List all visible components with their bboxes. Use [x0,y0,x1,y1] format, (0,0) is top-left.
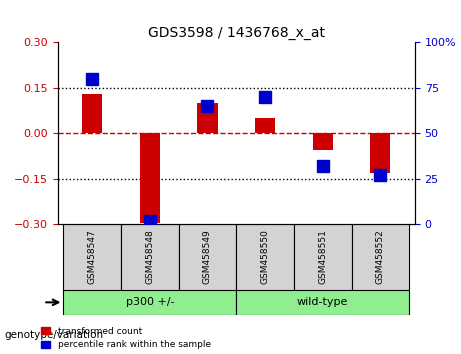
Bar [82,94,102,133]
Text: GSM458552: GSM458552 [376,229,385,284]
Bar [370,133,390,173]
Bar [140,133,160,223]
Text: GSM458550: GSM458550 [260,229,270,284]
Bar [197,103,218,133]
FancyBboxPatch shape [64,224,121,290]
Text: GSM458547: GSM458547 [88,229,97,284]
Text: GSM458551: GSM458551 [318,229,327,284]
FancyBboxPatch shape [64,290,236,315]
FancyBboxPatch shape [236,224,294,290]
FancyBboxPatch shape [236,290,409,315]
Text: GSM458549: GSM458549 [203,229,212,284]
Bar [313,133,333,150]
Text: p300 +/-: p300 +/- [125,297,174,307]
FancyBboxPatch shape [351,224,409,290]
Legend: transformed count, percentile rank within the sample: transformed count, percentile rank withi… [41,327,211,349]
FancyBboxPatch shape [121,224,179,290]
FancyBboxPatch shape [294,224,351,290]
FancyBboxPatch shape [179,224,236,290]
Text: GSM458548: GSM458548 [145,229,154,284]
Text: wild-type: wild-type [297,297,349,307]
Bar [255,118,275,133]
Text: genotype/variation: genotype/variation [5,330,104,339]
Title: GDS3598 / 1436768_x_at: GDS3598 / 1436768_x_at [148,26,325,40]
